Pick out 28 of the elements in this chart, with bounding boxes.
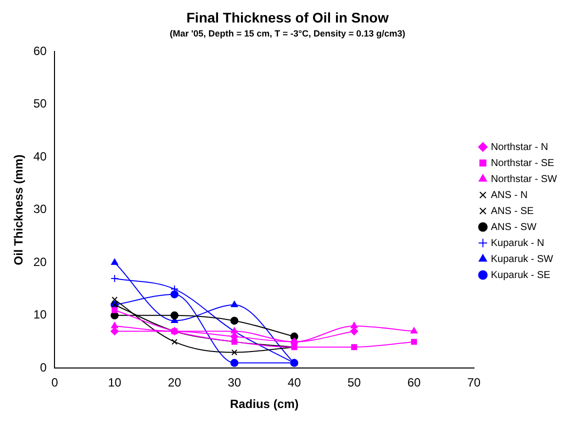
x-tick-label: 10: [108, 376, 122, 390]
x-axis-title: Radius (cm): [230, 397, 299, 412]
legend-label: ANS - SE: [490, 206, 534, 217]
legend-label: Northstar - SW: [490, 174, 558, 185]
legend-label: Kuparuk - N: [490, 238, 544, 249]
y-tick-label: 60: [33, 44, 48, 58]
legend-label: ANS - N: [490, 190, 528, 201]
legend-label: ANS - SW: [490, 222, 537, 233]
y-tick-label: 50: [33, 96, 48, 111]
legend-label: Kuparuk - SE: [490, 270, 551, 281]
x-tick-label: 50: [347, 376, 362, 390]
y-tick-label: 0: [40, 360, 48, 375]
x-tick-label: 60: [407, 376, 421, 390]
y-tick-label: 30: [33, 202, 48, 216]
x-tick-label: 0: [51, 376, 58, 390]
chart-subtitle: (Mar '05, Depth = 15 cm, T = -3°C, Density = 0.13 g/cm3): [170, 28, 406, 39]
legend-label: Northstar - N: [490, 142, 548, 153]
x-tick-label: 30: [228, 376, 242, 390]
x-tick-label: 40: [288, 376, 302, 390]
legend-label: Kuparuk - SW: [490, 254, 554, 265]
x-tick-label: 20: [168, 376, 182, 390]
legend-label: Northstar - SE: [490, 158, 555, 169]
y-tick-label: 40: [33, 149, 48, 164]
chart-title: Final Thickness of Oil in Snow: [186, 9, 389, 26]
y-tick-label: 10: [33, 308, 48, 322]
x-tick-label: 70: [467, 376, 481, 390]
y-tick-label: 20: [33, 254, 48, 269]
y-axis-title: Oil Thickness (mm): [12, 154, 26, 266]
